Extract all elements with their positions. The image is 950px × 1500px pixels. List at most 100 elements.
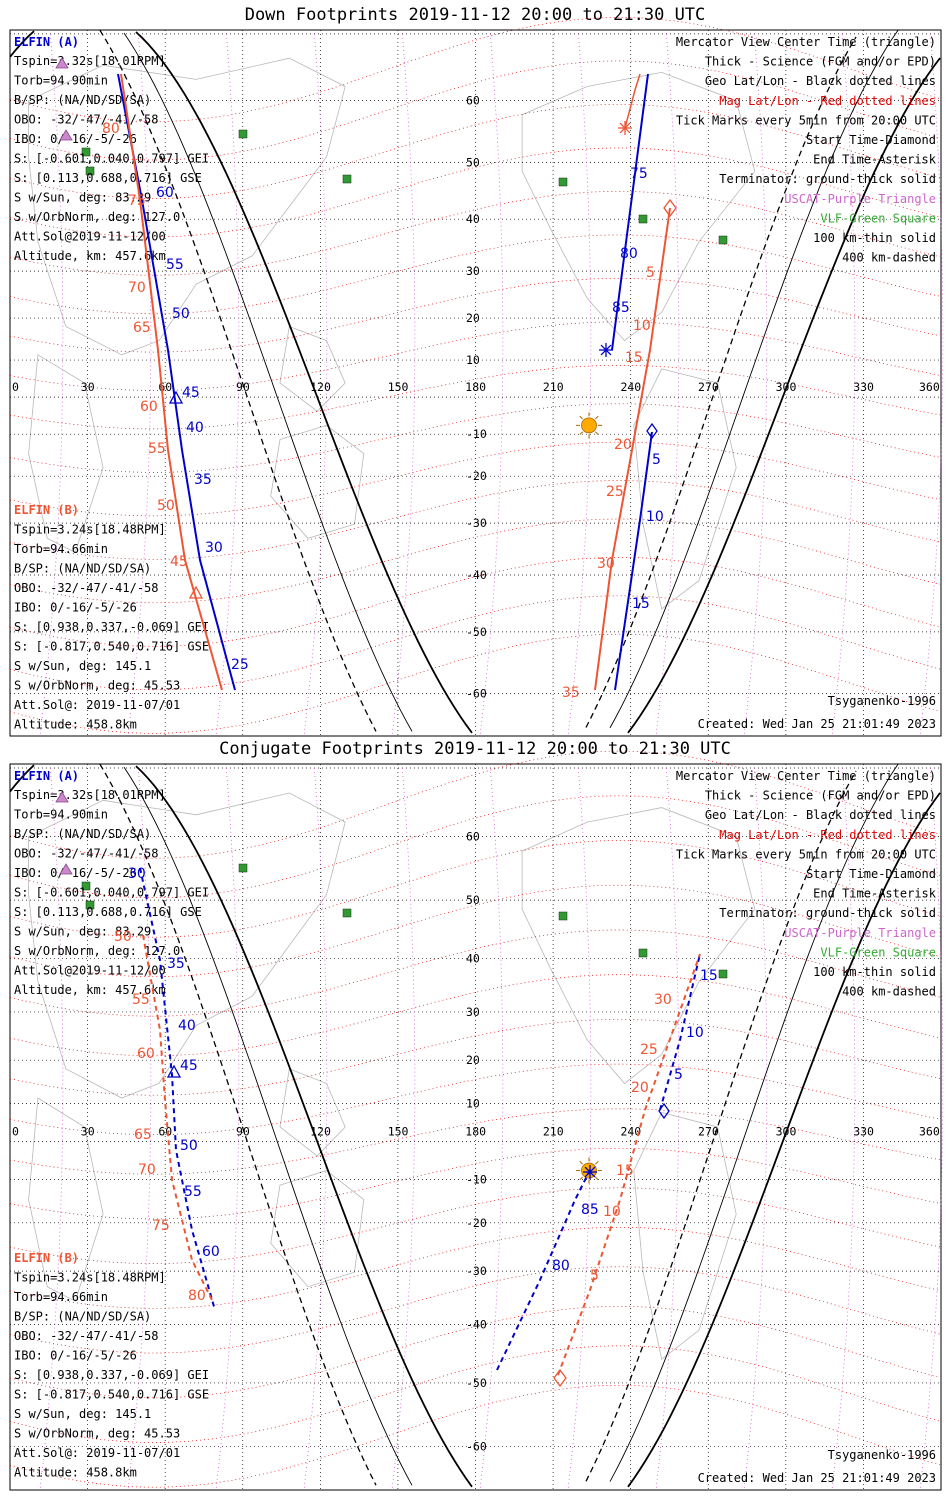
elfin-a-info-line: Altitude, km: 457.6km xyxy=(14,983,166,997)
elfin-b-info-line: S w/Sun, deg: 145.1 xyxy=(14,1407,151,1421)
elfin-b-info-line: S: [-0.817,0.540,0.716] GSE xyxy=(14,640,209,654)
elfin-b-tick-label: 10 xyxy=(603,1204,621,1220)
elfin-a-start-diamond xyxy=(646,422,658,440)
elfin-a-tick-label: 50 xyxy=(180,1138,198,1154)
elfin-b-tick-label: 60 xyxy=(137,1046,155,1062)
legend-entry: Mercator View Center Time (triangle) xyxy=(676,769,936,783)
terminator-lines xyxy=(9,763,941,1488)
down-footprints-panel: 0 30 60 90 120 150 180 210 240 270 300 330 360605040… xyxy=(9,17,944,737)
legend-entry: End Time-Asterisk xyxy=(813,887,937,901)
lon-tick-label: 360 xyxy=(919,1125,940,1139)
legend-entry: VLF-Green Square xyxy=(820,945,936,959)
vlf-green-square xyxy=(558,177,568,187)
vlf-stations xyxy=(81,129,728,245)
panel-title-down: Down Footprints 2019-11-12 20:00 to 21:3… xyxy=(244,5,706,25)
elfin-a-tick-label: 85 xyxy=(581,1202,599,1218)
elfin-a-info-line: Altitude, km: 457.6km xyxy=(14,249,166,263)
conjugate-tracks: 30 35 40 45 50 55 60 15 10 5 85 80 50 55 60 65 70 75 80 30 2… xyxy=(114,866,718,1388)
legend-entry: Tick Marks every 5min from 20:00 UTC xyxy=(676,847,936,861)
elfin-b-info-line: S: [0.938,0.337,-0.069] GEI xyxy=(14,1368,209,1382)
elfin-a-center-triangle xyxy=(168,390,184,404)
elfin-b-tick-label: 60 xyxy=(140,399,158,415)
elfin-a-tick-label: 5 xyxy=(674,1067,683,1083)
elfin-a-title: ELFIN (A) xyxy=(14,769,79,783)
elfin-b-info-line: S w/Sun, deg: 145.1 xyxy=(14,659,151,673)
elfin-b-tick-label: 70 xyxy=(138,1162,156,1178)
elfin-a-title: ELFIN (A) xyxy=(14,35,79,49)
legend-entry: Mag Lat/Lon - Red dotted lines xyxy=(719,94,936,108)
vlf-green-square xyxy=(238,863,248,873)
elfin-b-tick-label: 80 xyxy=(102,121,120,137)
elfin-a-tick-label: 40 xyxy=(186,420,204,436)
mag-grid-lines xyxy=(9,750,941,1488)
terminator-lines xyxy=(9,29,941,734)
elfin-b-info-line: S: [-0.817,0.540,0.716] GSE xyxy=(14,1388,209,1402)
lon-tick-label: 240 xyxy=(620,1125,641,1139)
elfin-a-start-diamond xyxy=(658,1102,670,1120)
elfin-b-tick-label: 65 xyxy=(134,1127,152,1143)
elfin-b-info-line: B/SP: (NA/ND/SD/SA) xyxy=(14,562,151,576)
elfin-a-info-line: OBO: -32/-47/-41/-58 xyxy=(14,113,159,127)
elfin-a-info-line: Att.Sol@2019-11-12/00 xyxy=(14,964,166,978)
elfin-a-tick-label: 75 xyxy=(630,166,648,182)
elfin-a-center-triangle xyxy=(166,1064,182,1078)
legend-entry: Terminator: ground-thick solid xyxy=(719,172,936,186)
lat-tick-label: -50 xyxy=(466,625,487,639)
elfin-b-end-asterisk xyxy=(618,121,632,135)
lon-tick-label: 270 xyxy=(698,380,719,394)
elfin-a-info-line: OBO: -32/-47/-41/-58 xyxy=(14,847,159,861)
model-label: Tsyganenko-1996 xyxy=(828,694,936,708)
legend-entry: Start Time-Diamond xyxy=(806,133,936,147)
elfin-b-title: ELFIN (B) xyxy=(14,1251,79,1265)
vlf-green-square xyxy=(558,911,568,921)
lon-tick-label: 180 xyxy=(465,1125,486,1139)
elfin-b-info: ELFIN (B) Tspin=3.24s[18.48RPM] Torb=94.66… xyxy=(14,1251,209,1480)
lat-tick-label: 20 xyxy=(466,1053,480,1067)
map-legend: Mercator View Center Time (triangle) Thic… xyxy=(676,35,937,265)
vlf-green-square xyxy=(718,235,728,245)
elfin-b-tick-label: 35 xyxy=(562,685,580,701)
lat-tick-label: -30 xyxy=(466,516,487,530)
lon-tick-label: 30 xyxy=(81,1125,95,1139)
lat-tick-label: 50 xyxy=(466,155,480,169)
elfin-a-tick-label: 80 xyxy=(620,246,638,262)
elfin-a-tick-label: 15 xyxy=(700,968,718,984)
elfin-b-info-line: OBO: -32/-47/-41/-58 xyxy=(14,1329,159,1343)
lon-tick-label: 150 xyxy=(388,1125,409,1139)
elfin-a-tick-label: 5 xyxy=(652,452,661,468)
lon-tick-label: 270 xyxy=(698,1125,719,1139)
map-axis-labels: 0 30 60 90 120 150 180 210 240 270 300 330 360605040… xyxy=(12,830,940,1454)
lon-tick-label: 60 xyxy=(158,1125,172,1139)
elfin-b-info-line: B/SP: (NA/ND/SD/SA) xyxy=(14,1310,151,1324)
elfin-a-info: ELFIN (A) Tspin=3.32s[18.01RPM] Torb=94.90… xyxy=(14,769,209,997)
elfin-b-info: ELFIN (B) Tspin=3.24s[18.48RPM] Torb=94.66… xyxy=(14,503,209,732)
lat-tick-label: 30 xyxy=(466,264,480,278)
legend-entry: Mercator View Center Time (triangle) xyxy=(676,35,936,49)
vlf-green-square xyxy=(342,908,352,918)
lat-tick-label: 40 xyxy=(466,952,480,966)
vlf-green-square xyxy=(85,166,95,176)
map-legend: Mercator View Center Time (triangle) Thic… xyxy=(676,769,937,999)
elfin-a-tick-label: 35 xyxy=(194,472,212,488)
elfin-a-end-asterisk xyxy=(583,1165,597,1179)
elfin-b-tick-label: 50 xyxy=(114,929,132,945)
uscat-purple-triangle xyxy=(55,57,69,69)
lat-tick-label: 10 xyxy=(466,1096,480,1110)
elfin-a-tick-label: 30 xyxy=(205,540,223,556)
elfin-b-tick-label: 75 xyxy=(128,193,146,209)
lon-tick-label: 0 xyxy=(12,1125,19,1139)
panel-title-conjugate: Conjugate Footprints 2019-11-12 20:00 to… xyxy=(219,739,731,759)
lat-tick-label: -20 xyxy=(466,469,487,483)
lon-tick-label: 30 xyxy=(81,380,95,394)
elfin-a-tick-label: 10 xyxy=(686,1025,704,1041)
elfin-b-info-line: Att.Sol@: 2019-11-07/01 xyxy=(14,698,180,712)
elfin-a-tick-label: 45 xyxy=(180,1058,198,1074)
elfin-a-tick-label: 55 xyxy=(166,257,184,273)
elfin-a-info-line: Tspin=3.32s[18.01RPM] xyxy=(14,54,166,68)
elfin-b-center-triangle xyxy=(188,585,204,599)
vlf-green-square xyxy=(638,948,648,958)
sun-icon xyxy=(576,412,602,439)
elfin-b-tick-label: 5 xyxy=(646,265,655,281)
model-label: Tsyganenko-1996 xyxy=(828,1448,936,1462)
